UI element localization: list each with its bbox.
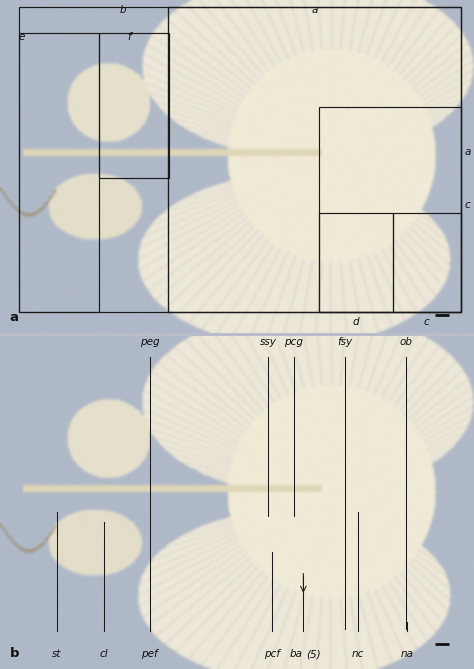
Text: a: a [9,311,18,324]
Text: d: d [352,316,359,326]
Text: na: na [400,649,413,659]
Text: st: st [52,649,62,659]
Text: b: b [9,647,19,660]
Text: ob: ob [399,337,412,347]
Bar [99,33,169,178]
Text: c: c [465,200,470,210]
Text: f: f [127,31,131,41]
Bar [393,213,461,312]
Text: pef: pef [141,649,158,659]
Text: a: a [311,5,318,15]
Text: peg: peg [140,337,160,347]
Bar [319,106,461,312]
Text: c: c [424,316,429,326]
Bar [168,7,461,312]
Text: a: a [465,147,471,157]
Text: ba: ba [290,649,303,659]
Text: b: b [120,5,127,15]
Bar [168,7,461,312]
Text: (5): (5) [307,649,321,659]
Text: e: e [19,31,25,41]
Bar [19,33,99,312]
Text: fsy: fsy [337,337,353,347]
Bar [319,213,393,312]
Text: ssy: ssy [260,337,277,347]
Text: cl: cl [100,649,109,659]
Text: pcf: pcf [264,649,280,659]
Text: pcg: pcg [284,337,303,347]
Text: nc: nc [352,649,364,659]
